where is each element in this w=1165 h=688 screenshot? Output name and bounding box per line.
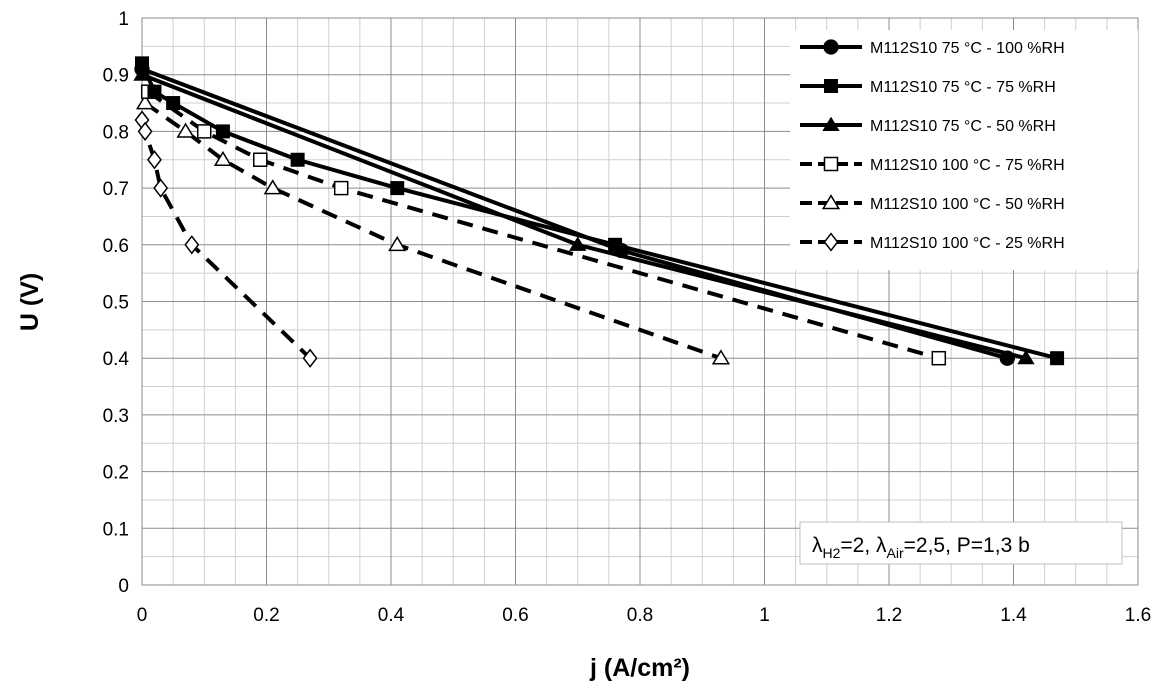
data-point-triangle — [263, 179, 282, 195]
legend-label: M112S10 75 °C - 50 %RH — [870, 118, 1056, 135]
data-point-triangle — [176, 122, 195, 138]
x-tick-label: 1.4 — [1000, 605, 1027, 626]
series-group — [140, 84, 947, 366]
legend-entry: M112S10 100 °C - 25 %RH — [800, 232, 1065, 252]
x-axis-tick-labels: 0 0.2 0.4 0.6 0.8 1 1.2 1.4 1.6 — [137, 605, 1152, 626]
y-tick-label: 0.1 — [103, 519, 129, 540]
y-tick-label: 0.6 — [103, 236, 129, 257]
series-group — [134, 110, 318, 368]
annotation-box — [799, 521, 1123, 565]
y-tick-label: 0.3 — [103, 406, 129, 427]
data-point-triangle — [135, 94, 155, 110]
legend-entry: M112S10 75 °C - 100 %RH — [800, 39, 1065, 57]
legend-label: M112S10 75 °C - 100 %RH — [870, 40, 1065, 57]
x-tick-label: 1.6 — [1125, 605, 1151, 626]
x-tick-label: 0 — [137, 605, 148, 626]
data-point-triangle — [1017, 349, 1035, 365]
x-tick-label: 1.2 — [876, 605, 902, 626]
data-point-square — [135, 56, 149, 71]
data-point-diamond — [184, 235, 200, 255]
data-point-diamond — [147, 150, 162, 170]
y-tick-label: 0.9 — [103, 66, 129, 87]
data-point-triangle — [821, 194, 841, 210]
legend-entry: M112S10 75 °C - 75 %RH — [800, 79, 1056, 96]
y-tick-label: 0.7 — [103, 179, 129, 200]
data-point-diamond — [137, 121, 153, 142]
data-point-square — [823, 156, 839, 172]
legend-entry: M112S10 100 °C - 50 %RH — [800, 194, 1065, 213]
series-group — [135, 94, 731, 365]
x-tick-label: 0.4 — [378, 605, 405, 626]
data-point-triangle — [711, 349, 731, 365]
y-tick-label: 0.8 — [103, 122, 129, 143]
data-point-diamond — [823, 232, 839, 252]
data-point-square — [290, 152, 305, 167]
data-point-square — [390, 181, 405, 196]
data-point-square — [333, 180, 349, 196]
data-point-square — [215, 124, 230, 139]
x-tick-label: 1 — [759, 605, 770, 626]
y-tick-label: 1 — [118, 9, 129, 30]
data-point-diamond — [153, 178, 169, 198]
data-point-square — [147, 84, 162, 99]
legend-label: M112S10 100 °C - 50 %RH — [870, 196, 1065, 213]
data-point-square — [197, 124, 212, 139]
y-tick-label: 0.5 — [103, 293, 129, 314]
data-point-diamond — [302, 348, 318, 368]
legend-entry: M112S10 75 °C - 50 %RH — [800, 116, 1056, 135]
data-point-triangle — [213, 150, 233, 167]
legend-label: M112S10 75 °C - 75 %RH — [870, 79, 1056, 96]
legend-label: M112S10 100 °C - 75 %RH — [870, 157, 1065, 174]
y-axis-title: U (V) — [16, 273, 44, 331]
data-point-square — [166, 96, 181, 111]
data-point-triangle — [569, 236, 587, 251]
data-point-triangle — [822, 116, 840, 132]
data-point-square — [608, 237, 623, 252]
x-axis-title: j (A/cm²) — [589, 654, 690, 682]
series-group — [135, 56, 1065, 366]
series-line — [143, 101, 722, 361]
legend-entry: M112S10 100 °C - 75 %RH — [800, 156, 1065, 174]
data-point-square — [1050, 351, 1065, 366]
data-point-square — [253, 152, 268, 167]
y-tick-label: 0.2 — [103, 463, 129, 484]
annotation-text: λH2=2, λAir=2,5, P=1,3 b — [812, 534, 1030, 561]
x-tick-label: 0.6 — [502, 605, 528, 626]
y-tick-label: 0.4 — [103, 349, 130, 370]
x-tick-label: 0.8 — [627, 605, 653, 626]
data-point-square — [824, 79, 838, 93]
plot-area-frame — [141, 17, 1139, 586]
data-series-layer — [133, 56, 1065, 368]
legend-label: M112S10 100 °C - 25 %RH — [870, 235, 1065, 252]
legend: M112S10 75 °C - 100 %RH M112S10 75 °C - 7… — [790, 30, 1138, 270]
data-point-triangle — [388, 235, 407, 252]
x-tick-label: 0.2 — [253, 605, 279, 626]
legend-box — [790, 30, 1138, 270]
data-point-circle — [999, 350, 1015, 366]
y-tick-label: 0 — [118, 576, 129, 597]
data-point-circle — [823, 39, 839, 55]
operating-conditions-annotation: λH2=2, λAir=2,5, P=1,3 b — [799, 521, 1123, 565]
data-point-square — [931, 350, 947, 366]
y-axis-tick-labels: 0 0.1 0.2 0.3 0.4 0.5 0.6 0.7 0.8 0.9 1 — [103, 9, 130, 597]
